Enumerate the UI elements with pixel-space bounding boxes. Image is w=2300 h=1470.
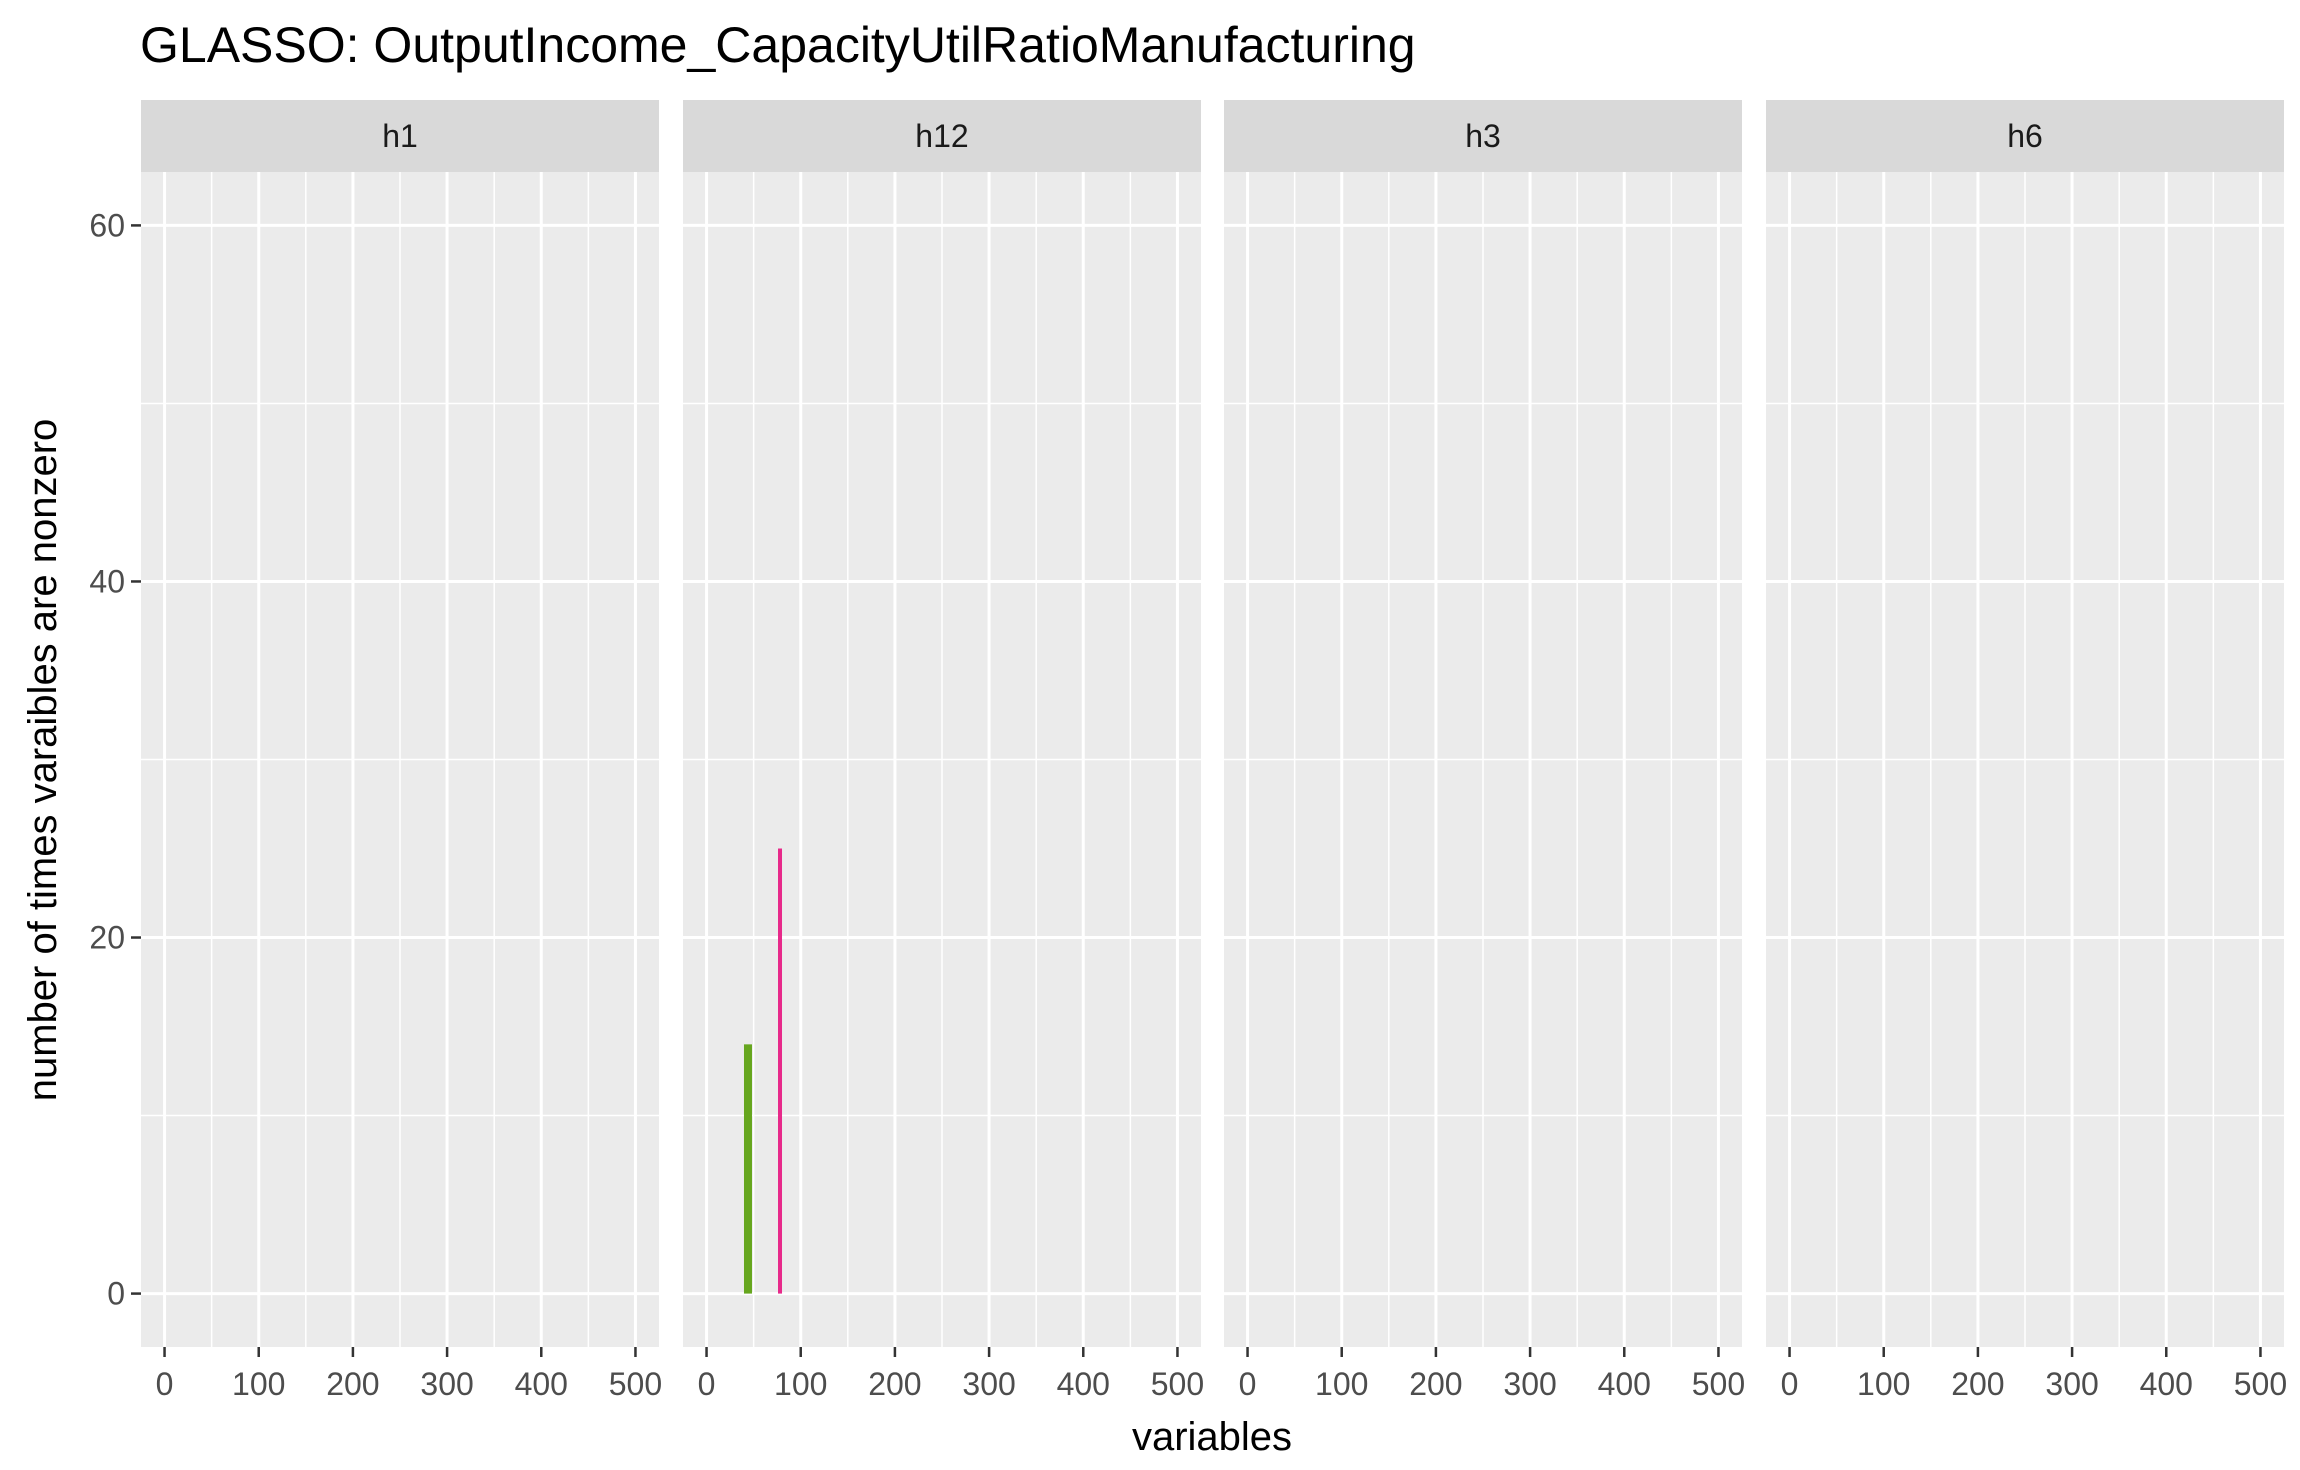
- x-tick-label: 0: [698, 1366, 716, 1402]
- bar: [778, 848, 783, 1294]
- facet-strip-label: h12: [915, 118, 968, 154]
- x-tick-label: 200: [326, 1366, 379, 1402]
- x-tick-label: 500: [2234, 1366, 2287, 1402]
- y-tick-label: 20: [89, 920, 125, 956]
- y-axis-title: number of times varaibles are nonzero: [21, 419, 65, 1102]
- chart-title: GLASSO: OutputIncome_CapacityUtilRatioMa…: [140, 17, 1416, 73]
- facet-strip-label: h6: [2007, 118, 2043, 154]
- x-tick-label: 0: [1239, 1366, 1257, 1402]
- facet-panel-h3: h3 0 100 200 300 400 500: [1224, 100, 1745, 1402]
- x-tick-label: 300: [420, 1366, 473, 1402]
- x-tick-label: 400: [515, 1366, 568, 1402]
- x-tick-label: 200: [868, 1366, 921, 1402]
- x-tick-label: 500: [1151, 1366, 1204, 1402]
- y-tick-label: 0: [107, 1276, 125, 1312]
- x-tick-label: 0: [156, 1366, 174, 1402]
- x-tick-label: 400: [2140, 1366, 2193, 1402]
- x-tick-label: 400: [1057, 1366, 1110, 1402]
- facet-strip-label: h1: [382, 118, 418, 154]
- x-tick-label: 300: [2045, 1366, 2098, 1402]
- facet-panel-h1: h1 0 100 200 300 400 500: [141, 100, 662, 1402]
- facet-panel-h12: h12 0 100 200 300 400 500: [683, 100, 1204, 1402]
- x-axis-title: variables: [1132, 1415, 1292, 1459]
- facet-strip-label: h3: [1465, 118, 1501, 154]
- x-tick-label: 300: [962, 1366, 1015, 1402]
- x-tick-label: 100: [232, 1366, 285, 1402]
- x-tick-label: 200: [1409, 1366, 1462, 1402]
- x-tick-label: 0: [1781, 1366, 1799, 1402]
- x-tick-label: 300: [1503, 1366, 1556, 1402]
- facet-panels: h1 0 100 200 300 400 500 h12 0 100 200 300 400 500 h3 0…: [141, 100, 2287, 1402]
- x-tick-label: 500: [609, 1366, 662, 1402]
- facet-strip: [1224, 100, 1742, 172]
- y-tick-label: 60: [89, 207, 125, 243]
- x-tick-label: 100: [1315, 1366, 1368, 1402]
- bar: [743, 1044, 752, 1294]
- y-tick-label: 40: [89, 563, 125, 599]
- facet-panel-h6: h6 0 100 200 300 400 500: [1766, 100, 2287, 1402]
- x-tick-label: 500: [1692, 1366, 1745, 1402]
- x-tick-label: 100: [774, 1366, 827, 1402]
- x-tick-label: 400: [1598, 1366, 1651, 1402]
- facet-strip: [141, 100, 659, 172]
- x-tick-label: 200: [1951, 1366, 2004, 1402]
- facet-strip: [1766, 100, 2284, 172]
- x-tick-label: 100: [1857, 1366, 1910, 1402]
- facet-strip: [683, 100, 1201, 172]
- y-axis: 0 20 40 60: [89, 207, 141, 1312]
